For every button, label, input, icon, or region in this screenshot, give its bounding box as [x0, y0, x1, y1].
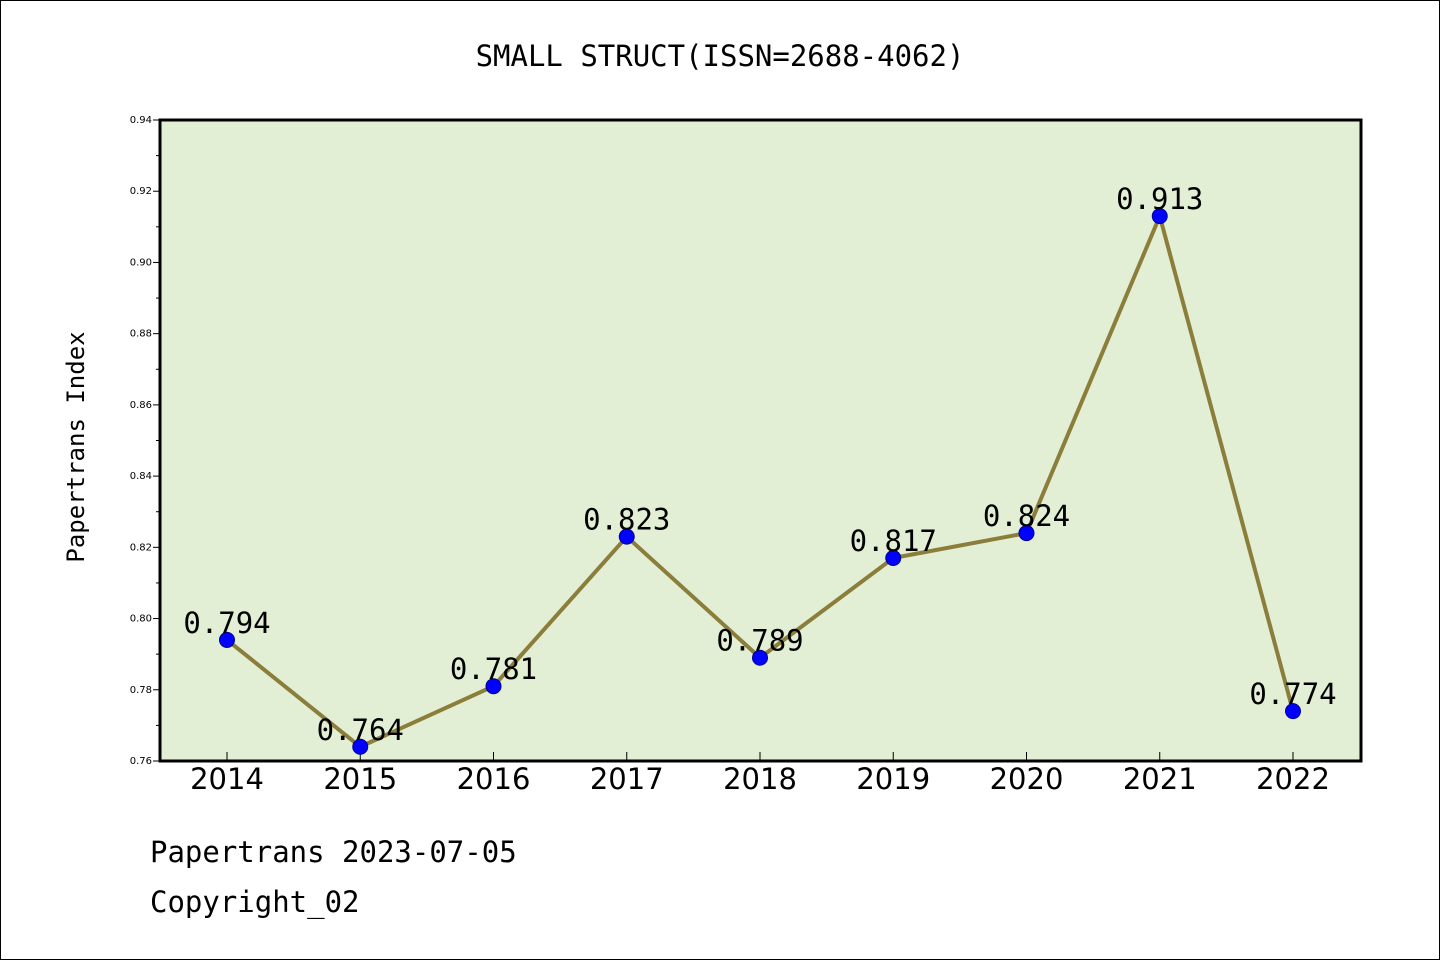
y-tick-label: 0.90	[130, 257, 152, 268]
y-tick-label: 0.94	[130, 115, 152, 126]
chart-title: SMALL STRUCT(ISSN=2688-4062)	[476, 39, 965, 73]
data-point-marker	[752, 649, 768, 666]
y-axis-ticks: 0.76 0.78 0.80 0.82 0.84 0.86 0.88 0.90 0.92 0.94	[130, 115, 160, 767]
footer-date-line: Papertrans 2023-07-05	[150, 835, 517, 869]
data-point-marker	[219, 631, 235, 648]
x-tick-label: 2021	[1123, 762, 1197, 796]
y-tick-label: 0.82	[130, 542, 152, 553]
data-point-marker	[1285, 703, 1301, 720]
y-tick-label: 0.86	[130, 400, 152, 411]
data-label: 0.824	[983, 499, 1070, 533]
x-tick-label: 2017	[590, 762, 664, 796]
y-tick-label: 0.84	[130, 471, 152, 482]
y-tick-label: 0.92	[130, 186, 152, 197]
x-tick-label: 2014	[190, 762, 264, 796]
x-tick-label: 2015	[323, 762, 397, 796]
data-label: 0.781	[450, 652, 537, 686]
y-tick-label: 0.88	[130, 329, 152, 340]
series-layer: 0.794 0.764 0.781 0.823 0.789 0.817 0.824 0.913…	[183, 182, 1337, 755]
x-tick-label: 2018	[723, 762, 797, 796]
y-tick-label: 0.76	[130, 756, 152, 767]
data-label: 0.764	[317, 713, 404, 747]
plot-border	[158, 118, 1363, 763]
data-label: 0.794	[183, 606, 270, 640]
x-tick-label: 2019	[856, 762, 930, 796]
x-tick-label: 2022	[1256, 762, 1330, 796]
data-point-marker	[485, 678, 502, 695]
data-point-marker	[352, 738, 369, 755]
y-tick-label: 0.80	[130, 614, 152, 625]
data-label: 0.817	[850, 524, 937, 558]
footer-copyright: Copyright_02	[150, 885, 360, 919]
x-tick-label: 2016	[457, 762, 531, 796]
data-label: 0.774	[1249, 677, 1336, 711]
data-label: 0.823	[583, 503, 670, 537]
data-label: 0.913	[1116, 182, 1203, 216]
x-tick-label: 2020	[990, 762, 1064, 796]
data-point-marker	[1151, 208, 1168, 225]
data-label: 0.789	[716, 624, 803, 658]
y-tick-label: 0.78	[130, 685, 152, 696]
y-axis-label: Papertrans Index	[62, 331, 90, 562]
data-point-marker	[618, 528, 635, 545]
data-point-marker	[885, 550, 902, 567]
data-point-marker	[1018, 525, 1035, 542]
x-axis-ticks: 2014 2015 2016 2017 2018 2019 2020 2021 2022	[190, 752, 1330, 796]
